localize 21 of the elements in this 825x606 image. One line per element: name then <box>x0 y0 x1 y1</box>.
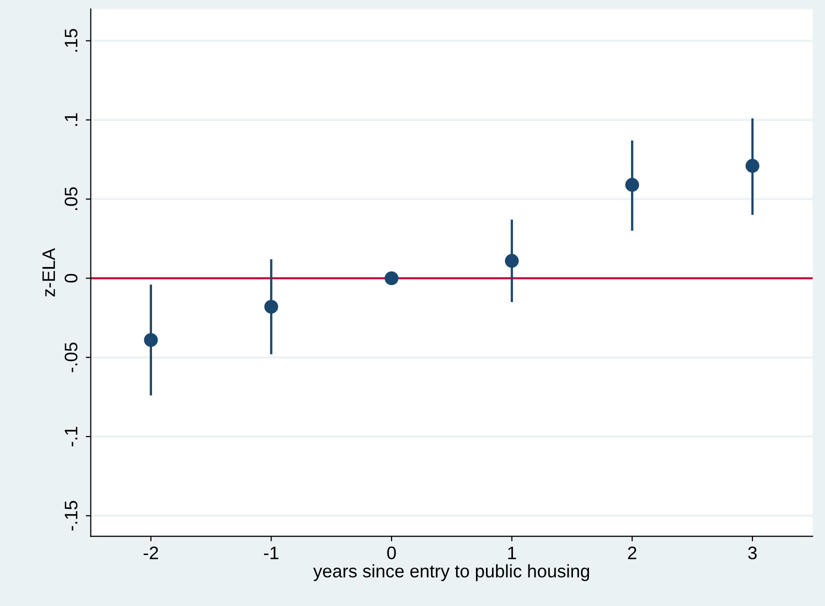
y-tick-label: .1 <box>64 113 78 126</box>
x-tick-label: 2 <box>628 546 636 560</box>
point <box>746 158 760 173</box>
y-tick-label: .05 <box>64 187 78 210</box>
point <box>504 254 519 268</box>
point <box>625 178 640 192</box>
x-tick-label: -2 <box>144 546 158 560</box>
point <box>264 300 278 314</box>
point <box>144 333 158 347</box>
x-tick-label: -1 <box>264 546 278 560</box>
x-axis-title: years since entry to public housing <box>313 564 590 582</box>
x-tick-label: 1 <box>508 546 516 560</box>
y-tick-label: -.05 <box>64 342 78 372</box>
y-tick-label: -.15 <box>64 500 78 530</box>
y-tick-label: 0 <box>64 274 78 283</box>
x-tick-label: 3 <box>748 546 757 560</box>
x-tick-label: 0 <box>387 546 396 560</box>
y-tick-label: -.1 <box>64 426 78 446</box>
point <box>384 271 398 286</box>
y-tick-label: .15 <box>64 28 78 52</box>
y-axis-title: z-ELA <box>42 248 55 297</box>
